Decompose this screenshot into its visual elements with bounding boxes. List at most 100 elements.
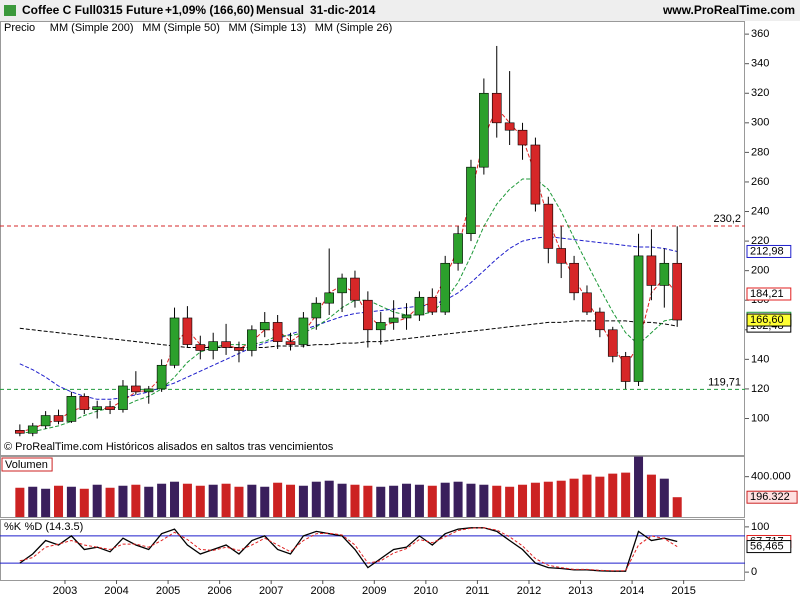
header-bar [0,0,800,21]
candle-body [543,203,554,249]
volume-bar [66,486,76,517]
stoch-line [19,527,678,572]
y-tick-label: 400.000 [751,471,791,483]
y-tick-label: 0 [751,566,757,578]
x-tick-label: 2011 [466,585,490,597]
candle-body [105,406,115,410]
candle-body [208,341,218,351]
candle-body [66,396,77,422]
volume-bar [105,487,115,517]
y-tick-label: 360 [751,28,769,40]
legend-entry: MM (Simple 200) [50,22,134,34]
volume-bar [15,487,25,517]
candle-body [40,415,51,427]
candle-body [466,166,476,234]
candle-body [659,262,670,286]
value-badge [746,313,792,327]
value-badge [746,490,798,504]
volume-bar [453,481,463,517]
volume-bar [659,478,669,517]
x-tick-label: 2005 [156,585,180,597]
candle-body [195,344,206,351]
volume-bar [286,484,296,517]
volume-bar [247,484,257,517]
candle-body [453,233,463,264]
volume-bar [118,485,128,517]
volume-bar [337,483,347,517]
volume-bar [634,456,644,517]
candle-body [440,262,451,313]
candle-body [479,92,489,168]
volume-bar [556,480,566,517]
candle-body [311,302,322,319]
candle-body [350,277,360,301]
candle-body [530,144,541,205]
candle-body [363,299,373,331]
candle-body [156,364,167,390]
y-tick-label: 260 [751,176,769,188]
y-tick-label: 200 [751,265,769,277]
candle-body [504,122,515,131]
stoch-panel [0,519,745,581]
volume-bar [298,485,308,517]
legend-entry: Precio [4,22,35,34]
volume-bar [492,485,502,517]
candle-body [595,311,605,331]
legend-entry: %K [4,521,22,533]
volume-bar [41,488,51,517]
x-tick-label: 2009 [362,585,386,597]
candle-body [247,329,257,351]
moving-average [19,320,678,348]
x-tick-label: 2015 [671,585,695,597]
y-tick-label: 340 [751,58,769,70]
volume-bar [324,480,334,517]
value-badge [746,540,792,554]
volume-bar [621,472,631,517]
candle-body [607,329,618,357]
value-badge [746,287,792,301]
volume-bar [518,484,528,517]
volume-bar [311,481,321,517]
volume-bar [530,482,540,517]
date: 31-dic-2014 [310,3,376,17]
candle-body [234,347,244,351]
candle-body [169,317,180,366]
volume-bar [195,485,205,517]
volume-bar [569,478,579,517]
volume-bar [582,474,592,517]
volume-bar [157,483,167,517]
volume-panel [0,456,745,518]
volume-bar [427,485,437,517]
candle-body [27,425,38,434]
volume-bar [363,485,373,517]
change: +1,09% (166,60) [165,3,254,17]
x-tick-label: 2013 [568,585,592,597]
volume-bar [543,481,553,517]
candle-body [15,430,25,434]
x-tick-label: 2003 [53,585,77,597]
legend-entry: %D (14.3.5) [25,521,84,533]
y-tick-label: 300 [751,117,769,129]
volume-bar [608,473,618,517]
value-badge-label: 184,21 [750,288,784,300]
candle-body [272,322,283,342]
y-tick-label: 240 [751,205,769,217]
candle-body [375,322,386,331]
value-badge-label: 166,60 [750,314,784,326]
volume-bar [479,484,489,517]
candle-body [337,277,347,294]
moving-average [19,178,678,434]
volume-bar [92,484,102,517]
candle-body [569,262,579,294]
volume-bar [440,482,450,517]
y-tick-label: 220 [751,235,769,247]
stoch-line [19,527,678,572]
volume-bar [376,486,386,517]
candle-body [285,341,296,345]
volume-bar [595,476,605,517]
candle-body [414,296,425,316]
volume-bar [144,486,154,517]
candle-body [388,317,399,323]
candle-body [131,385,141,393]
